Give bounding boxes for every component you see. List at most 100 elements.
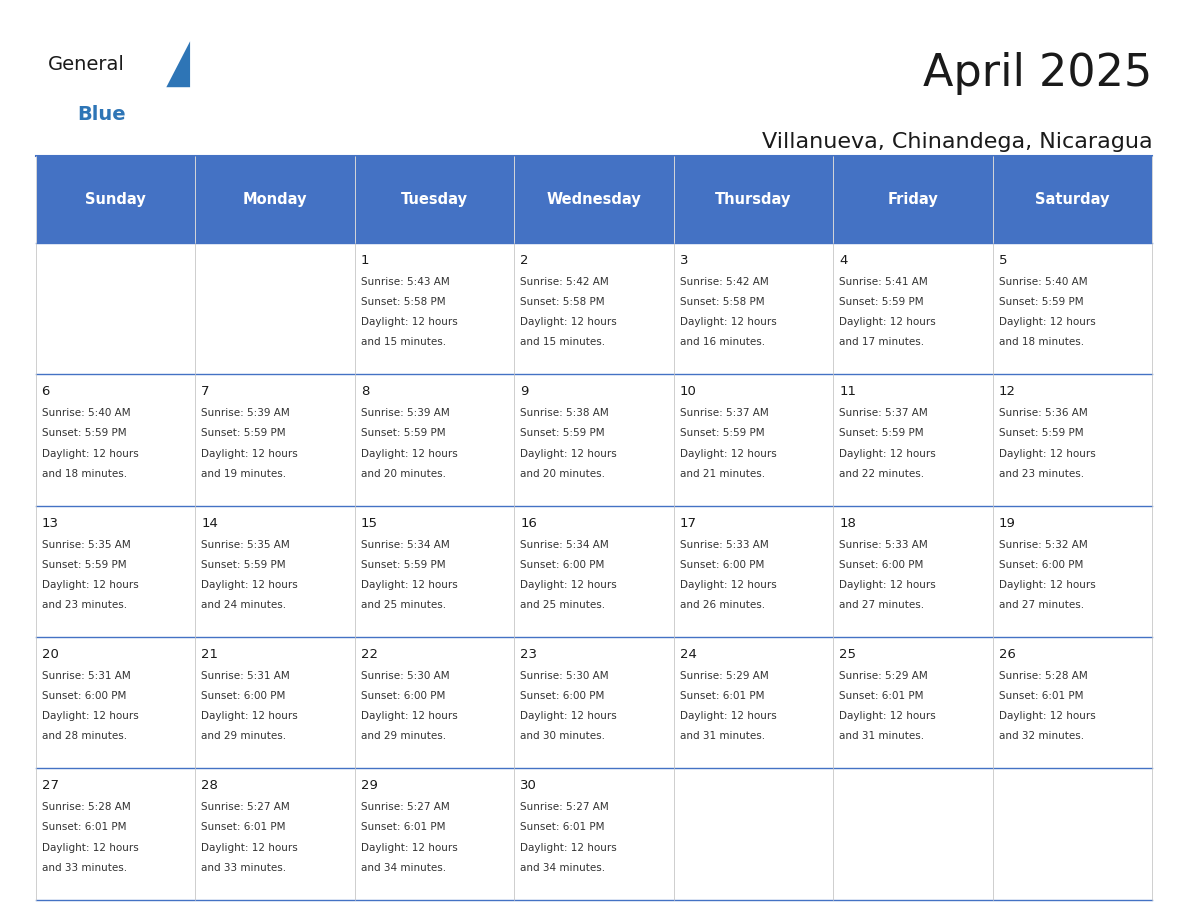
Text: Sunset: 6:00 PM: Sunset: 6:00 PM — [201, 691, 285, 701]
Text: Daylight: 12 hours: Daylight: 12 hours — [839, 711, 936, 722]
Text: 3: 3 — [680, 254, 688, 267]
FancyBboxPatch shape — [833, 242, 993, 375]
FancyBboxPatch shape — [36, 156, 195, 242]
Text: and 25 minutes.: and 25 minutes. — [361, 600, 446, 610]
Text: Sunset: 6:00 PM: Sunset: 6:00 PM — [520, 691, 605, 701]
FancyBboxPatch shape — [355, 242, 514, 375]
FancyBboxPatch shape — [195, 375, 355, 506]
Text: 7: 7 — [201, 386, 209, 398]
Text: Villanueva, Chinandega, Nicaragua: Villanueva, Chinandega, Nicaragua — [762, 132, 1152, 152]
Text: and 18 minutes.: and 18 minutes. — [42, 469, 127, 478]
Text: 22: 22 — [361, 648, 378, 661]
Text: Daylight: 12 hours: Daylight: 12 hours — [680, 318, 777, 327]
FancyBboxPatch shape — [514, 506, 674, 637]
Text: Sunset: 6:00 PM: Sunset: 6:00 PM — [680, 560, 764, 570]
Text: 2: 2 — [520, 254, 529, 267]
Text: 6: 6 — [42, 386, 50, 398]
Text: and 23 minutes.: and 23 minutes. — [999, 469, 1083, 478]
Text: Sunset: 6:00 PM: Sunset: 6:00 PM — [361, 691, 446, 701]
Text: and 19 minutes.: and 19 minutes. — [201, 469, 286, 478]
Text: and 20 minutes.: and 20 minutes. — [361, 469, 446, 478]
Text: 15: 15 — [361, 517, 378, 530]
FancyBboxPatch shape — [993, 768, 1152, 900]
Text: Daylight: 12 hours: Daylight: 12 hours — [361, 449, 457, 458]
Text: Sunset: 5:59 PM: Sunset: 5:59 PM — [42, 560, 126, 570]
Text: Sunrise: 5:40 AM: Sunrise: 5:40 AM — [999, 277, 1087, 286]
Text: Tuesday: Tuesday — [402, 192, 468, 207]
FancyBboxPatch shape — [195, 637, 355, 768]
Text: General: General — [48, 55, 125, 73]
FancyBboxPatch shape — [514, 768, 674, 900]
Text: 27: 27 — [42, 779, 58, 792]
Text: and 34 minutes.: and 34 minutes. — [520, 863, 606, 873]
FancyBboxPatch shape — [993, 506, 1152, 637]
Text: Daylight: 12 hours: Daylight: 12 hours — [201, 449, 298, 458]
Text: Sunset: 5:59 PM: Sunset: 5:59 PM — [839, 297, 924, 307]
Text: Sunset: 5:59 PM: Sunset: 5:59 PM — [201, 560, 286, 570]
Text: Sunset: 6:00 PM: Sunset: 6:00 PM — [839, 560, 923, 570]
FancyBboxPatch shape — [36, 242, 195, 375]
Text: 16: 16 — [520, 517, 537, 530]
Text: Sunrise: 5:29 AM: Sunrise: 5:29 AM — [839, 671, 928, 681]
Text: 14: 14 — [201, 517, 217, 530]
Text: 13: 13 — [42, 517, 58, 530]
Text: 11: 11 — [839, 386, 857, 398]
Text: Sunset: 5:58 PM: Sunset: 5:58 PM — [361, 297, 446, 307]
Text: 17: 17 — [680, 517, 696, 530]
Text: Monday: Monday — [242, 192, 308, 207]
Text: and 15 minutes.: and 15 minutes. — [520, 338, 606, 347]
Text: Sunset: 5:59 PM: Sunset: 5:59 PM — [839, 429, 924, 438]
FancyBboxPatch shape — [674, 768, 833, 900]
Text: Daylight: 12 hours: Daylight: 12 hours — [361, 843, 457, 853]
Text: Daylight: 12 hours: Daylight: 12 hours — [839, 449, 936, 458]
FancyBboxPatch shape — [355, 637, 514, 768]
Text: Daylight: 12 hours: Daylight: 12 hours — [999, 318, 1095, 327]
Text: Sunrise: 5:40 AM: Sunrise: 5:40 AM — [42, 409, 131, 418]
Text: Sunset: 6:00 PM: Sunset: 6:00 PM — [999, 560, 1083, 570]
Text: Sunrise: 5:43 AM: Sunrise: 5:43 AM — [361, 277, 449, 286]
Text: Blue: Blue — [77, 106, 126, 124]
Text: Daylight: 12 hours: Daylight: 12 hours — [42, 843, 138, 853]
Text: Daylight: 12 hours: Daylight: 12 hours — [520, 318, 617, 327]
Text: and 17 minutes.: and 17 minutes. — [839, 338, 924, 347]
Text: Daylight: 12 hours: Daylight: 12 hours — [201, 843, 298, 853]
Text: 10: 10 — [680, 386, 696, 398]
FancyBboxPatch shape — [833, 637, 993, 768]
FancyBboxPatch shape — [36, 768, 195, 900]
FancyBboxPatch shape — [514, 375, 674, 506]
Text: and 18 minutes.: and 18 minutes. — [999, 338, 1083, 347]
FancyBboxPatch shape — [355, 156, 514, 242]
Text: Wednesday: Wednesday — [546, 192, 642, 207]
Text: Daylight: 12 hours: Daylight: 12 hours — [201, 580, 298, 590]
Text: 12: 12 — [999, 386, 1016, 398]
Text: 4: 4 — [839, 254, 847, 267]
Text: Sunrise: 5:37 AM: Sunrise: 5:37 AM — [680, 409, 769, 418]
Text: Sunset: 5:58 PM: Sunset: 5:58 PM — [520, 297, 605, 307]
FancyBboxPatch shape — [833, 768, 993, 900]
FancyBboxPatch shape — [355, 506, 514, 637]
Text: Sunrise: 5:35 AM: Sunrise: 5:35 AM — [201, 540, 290, 550]
Text: Daylight: 12 hours: Daylight: 12 hours — [839, 318, 936, 327]
Text: Sunset: 5:59 PM: Sunset: 5:59 PM — [361, 429, 446, 438]
Text: Sunset: 5:59 PM: Sunset: 5:59 PM — [42, 429, 126, 438]
Text: and 21 minutes.: and 21 minutes. — [680, 469, 765, 478]
Text: Sunrise: 5:35 AM: Sunrise: 5:35 AM — [42, 540, 131, 550]
Text: and 34 minutes.: and 34 minutes. — [361, 863, 446, 873]
FancyBboxPatch shape — [355, 375, 514, 506]
Text: 28: 28 — [201, 779, 217, 792]
FancyBboxPatch shape — [36, 375, 195, 506]
Text: and 32 minutes.: and 32 minutes. — [999, 732, 1083, 742]
Text: and 15 minutes.: and 15 minutes. — [361, 338, 446, 347]
Text: Sunset: 5:59 PM: Sunset: 5:59 PM — [680, 429, 764, 438]
FancyBboxPatch shape — [674, 242, 833, 375]
Text: Friday: Friday — [887, 192, 939, 207]
FancyBboxPatch shape — [993, 242, 1152, 375]
Text: Sunset: 5:58 PM: Sunset: 5:58 PM — [680, 297, 764, 307]
Text: and 27 minutes.: and 27 minutes. — [839, 600, 924, 610]
Text: and 16 minutes.: and 16 minutes. — [680, 338, 765, 347]
Text: 30: 30 — [520, 779, 537, 792]
Text: Sunset: 6:01 PM: Sunset: 6:01 PM — [520, 823, 605, 833]
Text: 24: 24 — [680, 648, 696, 661]
Text: Sunrise: 5:42 AM: Sunrise: 5:42 AM — [520, 277, 609, 286]
FancyBboxPatch shape — [195, 768, 355, 900]
